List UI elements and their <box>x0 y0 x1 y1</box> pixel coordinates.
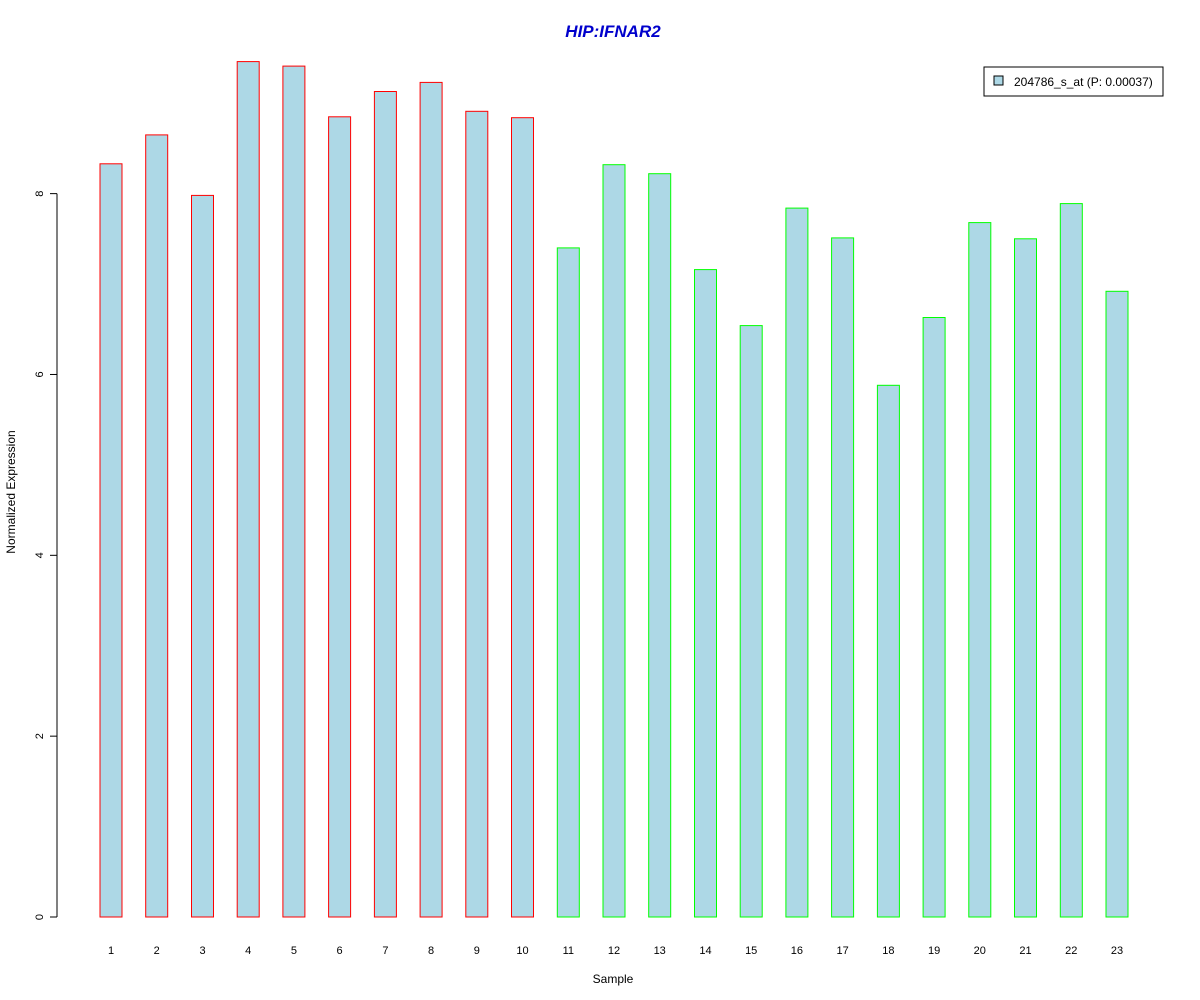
bar <box>419 81 443 918</box>
bar <box>511 117 534 918</box>
x-tick-label: 12 <box>608 945 620 957</box>
bar <box>328 116 352 918</box>
bar <box>373 91 397 918</box>
bar <box>1014 238 1037 918</box>
x-tick-label: 21 <box>1019 945 1031 957</box>
bar <box>1059 203 1083 918</box>
chart-title: HIP:IFNAR2 <box>565 22 661 41</box>
x-tick-label: 23 <box>1111 945 1123 957</box>
legend-box <box>983 66 1164 97</box>
y-axis-label: Normalized Expression <box>4 430 18 553</box>
x-tick-label: 8 <box>428 945 434 957</box>
x-tick-label: 16 <box>791 945 803 957</box>
x-tick-label: 18 <box>882 945 894 957</box>
legend-swatch <box>993 75 1004 86</box>
x-tick-label: 3 <box>199 945 205 957</box>
x-tick-label: 19 <box>928 945 940 957</box>
bar <box>191 194 214 918</box>
x-tick-label: 4 <box>245 945 251 957</box>
bars <box>99 61 1129 918</box>
y-tick-label: 0 <box>34 914 46 920</box>
bar <box>831 237 855 918</box>
bar <box>556 247 580 918</box>
y-tick-label: 6 <box>34 371 46 377</box>
bar <box>922 317 946 918</box>
y-tick-label: 2 <box>34 733 46 739</box>
bar <box>282 65 306 918</box>
bar <box>694 269 717 918</box>
x-tick-label: 20 <box>974 945 986 957</box>
x-tick-label: 17 <box>836 945 848 957</box>
y-tick-label: 4 <box>34 552 46 558</box>
x-tick-label: 14 <box>699 945 711 957</box>
x-tick-label: 11 <box>563 945 574 957</box>
y-axis: 0 2 4 6 8 <box>34 191 58 920</box>
x-tick-label: 7 <box>382 945 388 957</box>
x-tick-label: 10 <box>516 945 528 957</box>
x-tick-label: 9 <box>474 945 480 957</box>
legend-label: 204786_s_at (P: 0.00037) <box>1014 75 1153 89</box>
legend: 204786_s_at (P: 0.00037) <box>983 66 1164 97</box>
x-axis-label: Sample <box>593 972 634 986</box>
bar <box>1105 290 1129 918</box>
x-tick-label: 13 <box>654 945 666 957</box>
bar <box>739 325 763 918</box>
bar <box>236 61 260 918</box>
x-tick-label: 2 <box>154 945 160 957</box>
bar <box>602 164 626 918</box>
bar <box>648 173 672 918</box>
bar <box>876 384 900 918</box>
x-tick-labels: 1 2 3 4 5 6 7 8 9 10 11 12 13 14 15 16 17 18 19 20 21 22 23 <box>108 945 1123 957</box>
x-tick-label: 15 <box>745 945 757 957</box>
x-tick-label: 6 <box>337 945 343 957</box>
x-tick-label: 1 <box>108 945 114 957</box>
bar <box>785 207 809 918</box>
bar <box>465 110 489 918</box>
x-tick-label: 22 <box>1065 945 1077 957</box>
y-tick-label: 8 <box>34 191 46 197</box>
bar <box>968 222 992 918</box>
bar <box>99 163 123 918</box>
bar <box>145 134 169 918</box>
x-tick-label: 5 <box>291 945 297 957</box>
